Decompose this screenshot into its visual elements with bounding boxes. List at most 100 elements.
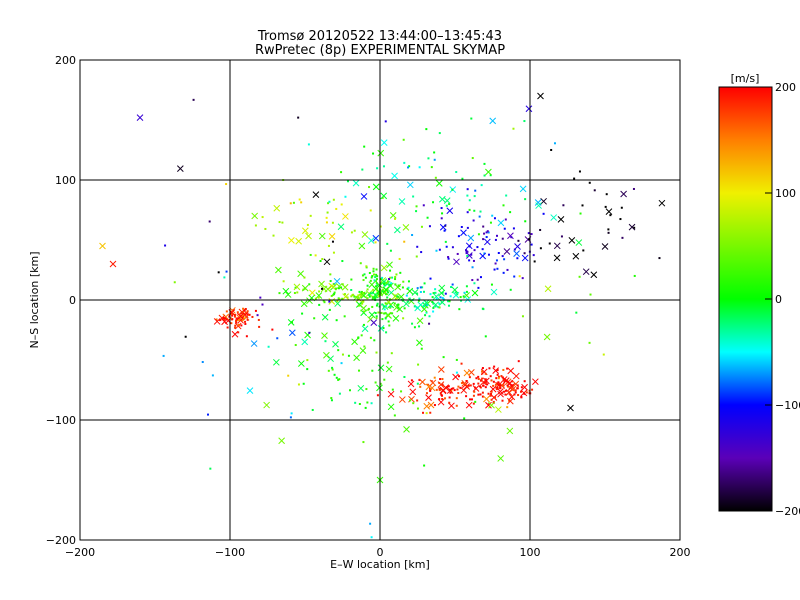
scatter-dot (619, 218, 622, 221)
scatter-dot (359, 293, 362, 296)
scatter-dot (489, 221, 492, 224)
scatter-dot (344, 195, 347, 198)
scatter-dot (297, 383, 300, 386)
scatter-dot (306, 359, 309, 362)
scatter-cross (420, 305, 428, 313)
scatter-dot (490, 392, 493, 395)
scatter-cross (483, 238, 491, 246)
scatter-dot (244, 307, 247, 310)
scatter-dot (335, 207, 338, 210)
scatter-cross (318, 232, 326, 240)
scatter-dot (374, 280, 377, 283)
scatter-cross (590, 271, 598, 279)
scatter-dot (373, 339, 376, 342)
scatter-cross (297, 270, 304, 278)
scatter-dot (335, 376, 338, 379)
scatter-dot (441, 296, 444, 299)
scatter-dot (394, 276, 397, 279)
scatter-dot (298, 198, 301, 201)
chart-title: Tromsø 20120522 13:44:00–13:45:43 (257, 29, 503, 44)
scatter-cross (423, 402, 431, 410)
scatter-dot (364, 276, 367, 279)
scatter-cross (323, 258, 331, 266)
scatter-dot (450, 286, 453, 289)
scatter-dot (386, 242, 389, 245)
scatter-dot (341, 353, 344, 356)
scatter-dot (235, 317, 238, 320)
scatter-cross (427, 401, 435, 409)
scatter-dot (332, 198, 335, 201)
scatter-dot (371, 369, 374, 372)
scatter-dot (389, 306, 392, 309)
scatter-dot (381, 318, 384, 321)
scatter-dot (358, 290, 361, 293)
scatter-cross (318, 280, 325, 288)
scatter-dot (238, 319, 241, 322)
scatter-dot (458, 308, 461, 311)
scatter-cross (351, 338, 358, 346)
scatter-dot (357, 304, 360, 307)
scatter-dot (338, 298, 341, 301)
scatter-dot (363, 292, 366, 295)
scatter-dot (578, 275, 581, 278)
scatter-cross (384, 311, 392, 319)
scatter-dot (403, 240, 406, 243)
scatter-dot (248, 313, 251, 316)
scatter-dot (376, 275, 379, 278)
scatter-dot (362, 300, 365, 303)
scatter-dot (416, 292, 419, 295)
scatter-cross (398, 396, 406, 403)
scatter-dot (381, 290, 384, 293)
scatter-dot (460, 299, 463, 302)
scatter-dot (243, 309, 246, 312)
scatter-cross (360, 304, 367, 312)
scatter-dot (658, 257, 661, 260)
scatter-cross (507, 367, 515, 375)
scatter-dot (391, 388, 394, 391)
scatter-dot (396, 295, 399, 298)
scatter-dot (465, 290, 468, 293)
scatter-cross (333, 277, 341, 285)
scatter-dot (364, 406, 367, 409)
scatter-dot (379, 282, 382, 285)
colorbar (718, 86, 773, 512)
scatter-dot (496, 386, 499, 389)
scatter-dot (447, 304, 450, 307)
scatter-dot (433, 404, 436, 407)
scatter-dot (272, 234, 275, 237)
scatter-dot (479, 393, 482, 396)
scatter-dot (439, 378, 442, 381)
scatter-cross (605, 208, 613, 215)
scatter-dot (325, 216, 328, 219)
scatter-dot (387, 320, 390, 323)
scatter-cross (237, 316, 244, 324)
scatter-cross (387, 301, 395, 309)
scatter-dot (514, 391, 517, 394)
scatter-dot (451, 188, 454, 191)
scatter-cross (236, 314, 244, 322)
scatter-dot (408, 297, 411, 300)
scatter-dot (532, 254, 535, 257)
scatter-dot (350, 231, 353, 234)
scatter-dot (520, 386, 523, 389)
x-tick-label: −100 (215, 546, 245, 559)
scatter-dot (417, 299, 420, 302)
scatter-dot (402, 317, 405, 320)
scatter-dot (476, 278, 479, 281)
scatter-dot (261, 216, 264, 219)
scatter-dot (470, 117, 473, 120)
scatter-dot (467, 384, 470, 387)
scatter-dot (350, 289, 353, 292)
scatter-dot (371, 305, 374, 308)
scatter-dot (494, 262, 497, 265)
scatter-cross (512, 372, 520, 380)
scatter-dot (311, 408, 314, 411)
scatter-dot (319, 260, 322, 263)
scatter-dot (369, 209, 372, 212)
scatter-cross (312, 191, 320, 199)
scatter-dot (217, 271, 220, 274)
scatter-cross (284, 291, 292, 298)
scatter-cross (372, 234, 380, 242)
scatter-dot (380, 311, 383, 314)
